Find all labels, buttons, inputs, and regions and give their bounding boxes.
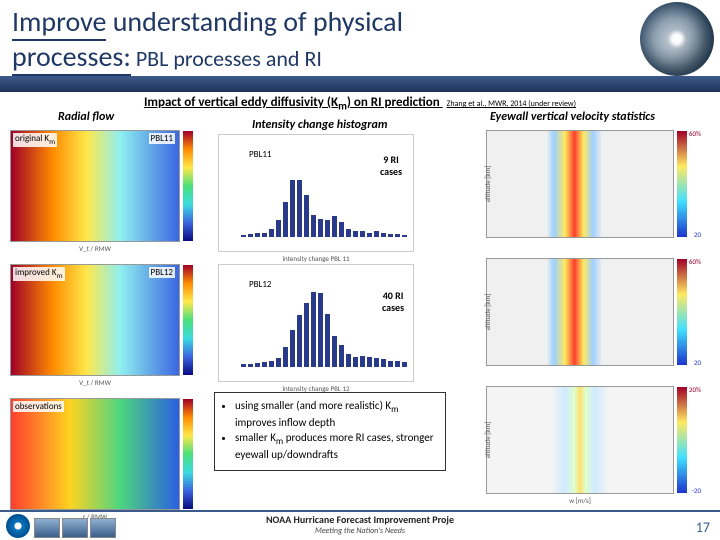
- radial-tag-improved: improved Km: [13, 267, 65, 281]
- bullet-2: smaller Km produces more RI cases, stron…: [235, 431, 437, 461]
- noaa-logo-icon: [6, 514, 30, 538]
- radial-panel-1: original Km PBL11 V_t / RMW: [10, 130, 180, 242]
- title-rest-1: understanding of physical: [106, 4, 403, 39]
- eyewall-panel-1: altitude [km] 60% 20: [486, 130, 674, 238]
- title-processes: processes:: [12, 39, 131, 76]
- eyewall-panel-2: altitude [km] 60% 20: [486, 258, 674, 366]
- col-label-left: Radial flow: [58, 110, 114, 124]
- eyewall-panel-3: altitude [km] w [m/s] 20% -20: [486, 386, 674, 494]
- slide-header: Improve understanding of physical proces…: [0, 0, 720, 76]
- citation: Zhang et al., MWR, 2014 (under review): [447, 99, 576, 109]
- content-area: Radial flow Intensity change histogram E…: [0, 112, 720, 514]
- title-improve: Improve: [12, 4, 106, 41]
- title-line-1: Improve understanding of physical: [12, 4, 708, 39]
- hurricane-icon: [640, 2, 714, 76]
- title-sub: PBL processes and RI: [131, 45, 322, 72]
- radial-tag-obs: observations: [13, 401, 64, 412]
- radial-panel-2: improved Km PBL12 V_t / RMW: [10, 264, 180, 376]
- radial-tag-pbl11: PBL11: [149, 133, 175, 144]
- histogram-panel-1: PBL11 intensity change PBL 11: [218, 134, 414, 252]
- col-label-right: Eyewall vertical velocity statistics: [490, 110, 655, 124]
- page-number: 17: [696, 519, 710, 536]
- col-label-middle: Intensity change histogram: [252, 118, 388, 132]
- bullet-1: using smaller (and more realistic) Km im…: [235, 399, 437, 429]
- footer: NOAA Hurricane Forecast Improvement Proj…: [0, 510, 720, 540]
- header-bar: [0, 76, 720, 92]
- radial-tag-pbl12: PBL12: [149, 267, 175, 278]
- title-line-2: processes: PBL processes and RI: [12, 39, 708, 74]
- ri-label-2: 40 RIcases: [382, 290, 404, 313]
- radial-panel-3: observations r / RMW: [10, 398, 180, 510]
- histogram-panel-2: PBL12 intensity change PBL 12: [218, 264, 414, 382]
- ri-label-1: 9 RIcases: [380, 154, 402, 177]
- conclusions-box: using smaller (and more realistic) Km im…: [214, 392, 446, 471]
- footer-thumbnails: [34, 518, 116, 538]
- radial-tag-original: original Km: [13, 133, 57, 147]
